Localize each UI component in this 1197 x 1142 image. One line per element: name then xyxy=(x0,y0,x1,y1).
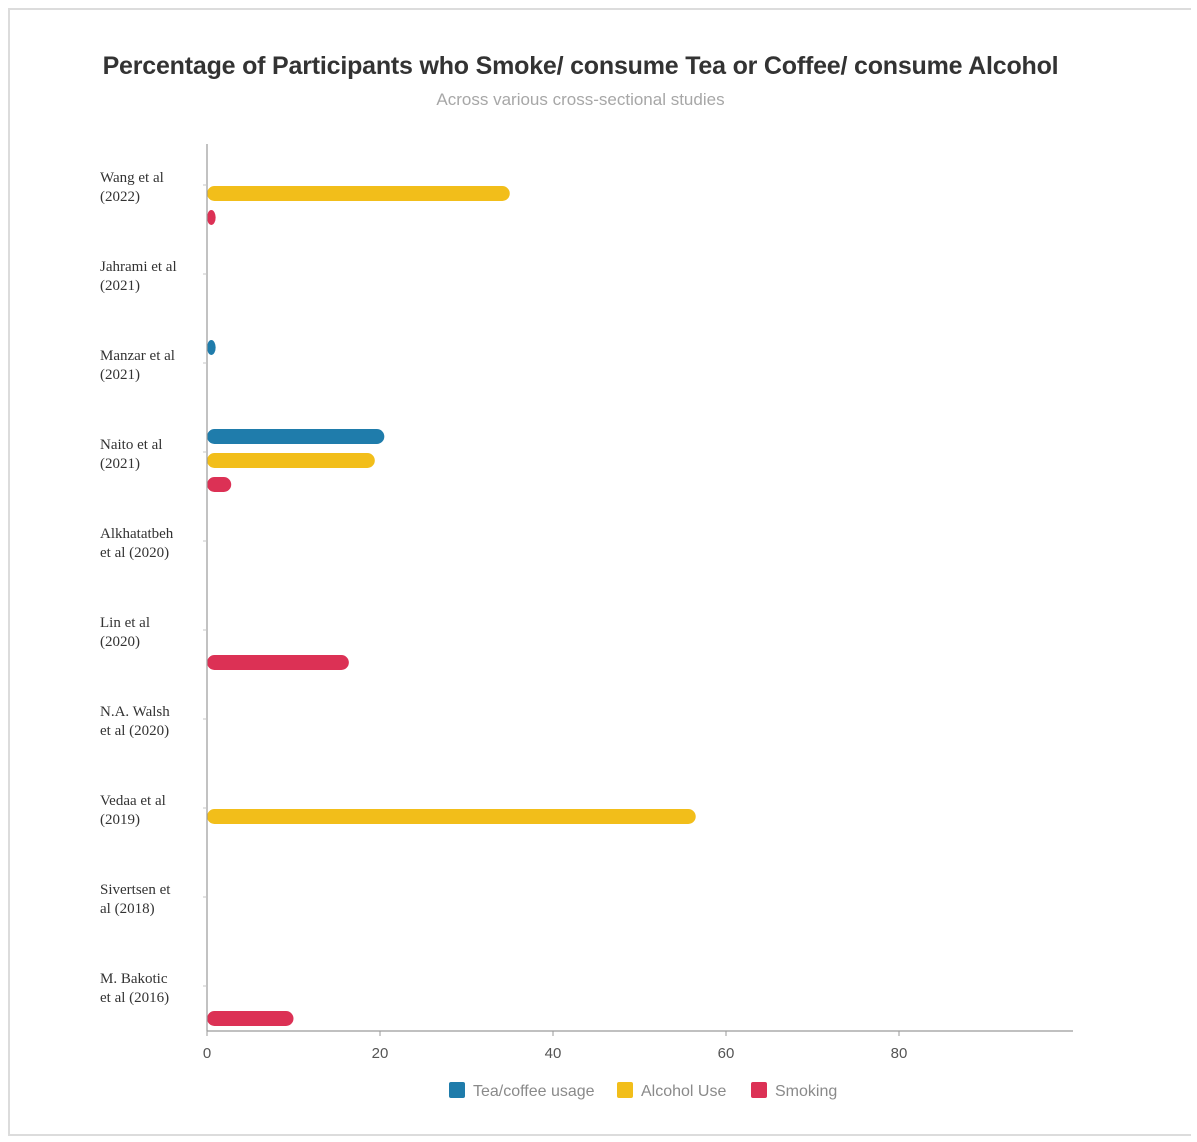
bar-smoking-9 xyxy=(207,1011,294,1026)
bar-tea-coffee-usage-3 xyxy=(207,429,385,444)
legend: Tea/coffee usage Alcohol Use Smoking xyxy=(449,1082,837,1100)
category-label: Manzar et al (2021) xyxy=(100,348,175,383)
bar-smoking-0 xyxy=(207,210,216,225)
bars-group xyxy=(207,186,696,1026)
legend-label: Alcohol Use xyxy=(641,1083,726,1100)
x-tick-label: 40 xyxy=(545,1045,562,1062)
category-label: Naito et al (2021) xyxy=(100,437,162,472)
x-tick-label: 80 xyxy=(891,1045,908,1062)
x-tick-label: 60 xyxy=(718,1045,735,1062)
bar-smoking-3 xyxy=(207,477,232,492)
category-label: N.A. Walsh et al (2020) xyxy=(100,704,170,739)
category-label: Vedaa et al (2019) xyxy=(100,793,166,828)
legend-swatch-tea-coffee-usage xyxy=(449,1082,465,1098)
category-label: M. Bakotic et al (2016) xyxy=(100,971,169,1006)
category-label: Sivertsen et al (2018) xyxy=(100,882,171,917)
legend-swatch-smoking xyxy=(751,1082,767,1098)
category-label: Wang et al (2022) xyxy=(100,170,164,205)
chart-title: Percentage of Participants who Smoke/ co… xyxy=(102,52,1059,80)
category-label: Jahrami et al (2021) xyxy=(100,259,177,294)
bar-alcohol-use-7 xyxy=(207,809,696,824)
bar-alcohol-use-3 xyxy=(207,453,375,468)
axes-group: 0 20 40 60 80 xyxy=(203,144,1073,1062)
bar-alcohol-use-0 xyxy=(207,186,510,201)
legend-label: Smoking xyxy=(775,1083,837,1100)
category-label: Alkhatatbeh et al (2020) xyxy=(100,526,174,561)
chart-frame xyxy=(8,8,1191,1136)
category-labels: Wang et al (2022) Jahrami et al (2021) Manza… xyxy=(100,170,177,1006)
x-tick-label: 20 xyxy=(372,1045,389,1062)
x-tick-label: 0 xyxy=(203,1045,211,1062)
bar-smoking-5 xyxy=(207,655,349,670)
legend-swatch-alcohol-use xyxy=(617,1082,633,1098)
category-label: Lin et al (2020) xyxy=(100,615,150,650)
legend-label: Tea/coffee usage xyxy=(473,1083,595,1100)
chart-subtitle: Across various cross-sectional studies xyxy=(436,90,725,109)
bar-tea-coffee-usage-2 xyxy=(207,340,216,355)
